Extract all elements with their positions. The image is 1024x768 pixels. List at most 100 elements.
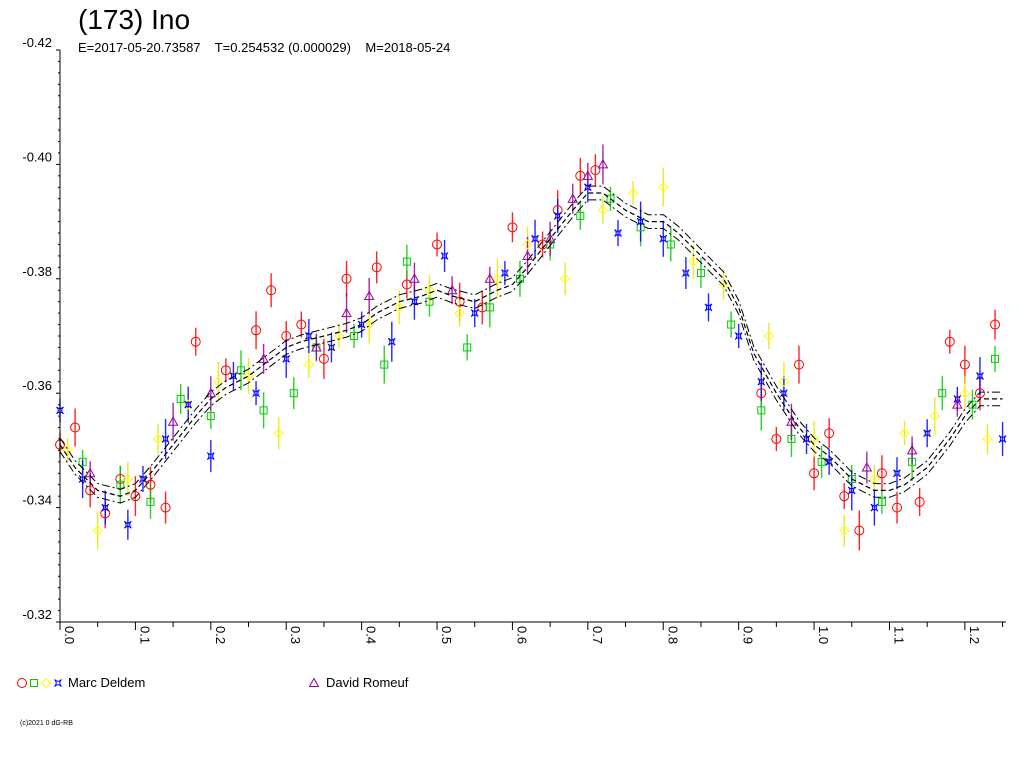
- copyright-note: (c)2021 0 dG-RB: [20, 720, 73, 727]
- data-point: [387, 337, 396, 346]
- data-point: [92, 525, 103, 536]
- data-point: [938, 389, 947, 398]
- data-point: [908, 457, 917, 466]
- data-point: [56, 406, 64, 415]
- data-point: [627, 187, 639, 199]
- data-point: [951, 399, 963, 409]
- fit-upper-envelope: [59, 185, 1003, 490]
- data-point: [303, 359, 315, 370]
- data-point: [252, 389, 260, 398]
- x-tick-label: 0.9: [741, 626, 756, 644]
- data-point: [606, 194, 615, 203]
- data-point: [847, 475, 856, 483]
- data-point: [84, 467, 96, 478]
- data-point: [182, 399, 194, 410]
- data-point: [357, 320, 366, 329]
- y-tick-label: -0.34: [22, 493, 52, 508]
- x-tick-label: 1.2: [967, 626, 982, 644]
- error-bars: [59, 144, 1004, 551]
- x-tick-label: 0.2: [213, 626, 228, 644]
- data-point: [959, 387, 971, 399]
- data-point: [757, 377, 766, 386]
- data-point: [666, 240, 675, 249]
- data-point: [432, 239, 443, 250]
- data-point: [727, 320, 736, 329]
- data-point: [658, 182, 669, 193]
- legend-label: David Romeuf: [326, 675, 409, 690]
- data-point: [424, 285, 435, 296]
- data-point: [861, 462, 873, 472]
- chart-subtitle: E=2017-05-20.73587 T=0.254532 (0.000029)…: [78, 40, 451, 55]
- data-markers: [55, 158, 1007, 536]
- chart-title: (173) Ino: [78, 4, 191, 35]
- data-point: [206, 412, 215, 421]
- data-point: [734, 332, 743, 340]
- data-point: [311, 341, 322, 352]
- data-point: [176, 394, 185, 403]
- data-point: [991, 354, 1000, 363]
- data-point: [454, 307, 465, 319]
- data-point: [809, 468, 820, 479]
- data-point: [258, 353, 269, 363]
- data-point: [817, 457, 826, 466]
- data-point: [205, 387, 217, 398]
- data-point: [787, 434, 796, 443]
- data-point: [597, 204, 609, 216]
- data-point: [982, 433, 993, 445]
- data-point: [401, 279, 412, 290]
- data-point: [824, 428, 835, 439]
- data-point: [808, 433, 820, 445]
- data-point: [296, 319, 307, 330]
- x-tick-label: 0.3: [288, 626, 303, 644]
- data-point: [190, 336, 201, 347]
- data-point: [990, 319, 1001, 330]
- data-point: [876, 468, 887, 479]
- data-point: [522, 239, 533, 250]
- data-point: [914, 496, 925, 507]
- data-point: [763, 330, 775, 342]
- x-tick-label: 0.1: [137, 626, 152, 644]
- data-point: [929, 410, 940, 422]
- data-point: [273, 428, 284, 439]
- data-point: [380, 360, 389, 369]
- data-point: [877, 497, 886, 506]
- data-point: [206, 452, 215, 460]
- data-point: [116, 480, 125, 489]
- y-tick-label: -0.36: [22, 378, 52, 393]
- data-point: [780, 389, 788, 398]
- x-tick-label: 0.7: [590, 626, 605, 644]
- data-point: [236, 366, 245, 375]
- data-point: [893, 469, 901, 478]
- data-point: [854, 525, 865, 536]
- legend-marker: [17, 678, 27, 688]
- data-point: [410, 297, 419, 306]
- data-point: [501, 269, 509, 277]
- data-point: [839, 491, 850, 502]
- legend-marker: [308, 677, 320, 687]
- data-point: [318, 353, 329, 364]
- x-tick-label: 0.6: [514, 626, 529, 644]
- data-point: [220, 365, 231, 376]
- data-point: [409, 273, 420, 283]
- x-tick-label: 1.1: [891, 626, 906, 644]
- data-point: [974, 388, 985, 399]
- data-point: [122, 473, 134, 485]
- x-tick-label: 1.0: [816, 626, 831, 644]
- data-point: [906, 444, 918, 455]
- data-point: [793, 359, 804, 370]
- data-point: [757, 406, 766, 415]
- data-point: [161, 435, 170, 443]
- y-tick-label: -0.40: [22, 149, 52, 164]
- data-point: [266, 285, 277, 296]
- data-point: [825, 457, 834, 466]
- data-point: [892, 502, 903, 513]
- data-point: [402, 257, 411, 266]
- data-point: [998, 435, 1007, 443]
- fit-curves: [59, 185, 1003, 504]
- fit-curve: [59, 192, 1003, 497]
- y-tick-label: -0.38: [22, 264, 52, 279]
- data-point: [85, 485, 96, 496]
- data-point: [259, 406, 268, 415]
- data-point: [576, 211, 585, 220]
